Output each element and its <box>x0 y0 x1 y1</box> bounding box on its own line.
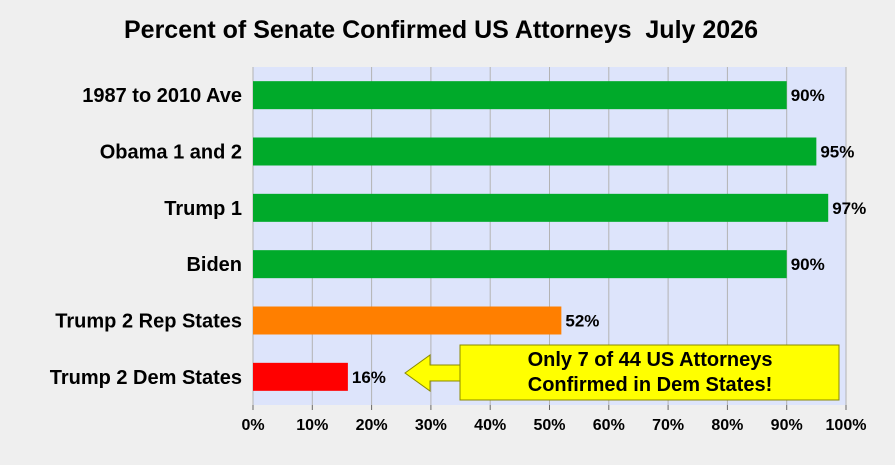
x-tick-label: 20% <box>356 417 388 434</box>
x-tick-label: 100% <box>826 417 867 434</box>
callout-box <box>459 344 840 401</box>
value-labels: 90% 95% 97% 90% 52% 16% <box>352 86 866 387</box>
bar <box>253 306 562 335</box>
x-tick-label: 40% <box>474 417 506 434</box>
x-tick-label: 60% <box>593 417 625 434</box>
x-tick-label: 10% <box>296 417 328 434</box>
category-label: 1987 to 2010 Ave <box>82 85 242 107</box>
category-label: Trump 2 Dem States <box>50 367 242 389</box>
callout-line-1: Only 7 of 44 US Attorneys <box>528 349 773 371</box>
value-label: 16% <box>352 368 386 387</box>
value-label: 52% <box>565 312 599 331</box>
x-axis-ticks: 0% 10% 20% 30% 40% 50% 60% 70% 80% 90% 100% <box>241 405 866 434</box>
bar <box>253 250 787 279</box>
bar <box>253 81 787 110</box>
bar <box>253 362 348 391</box>
x-tick-label: 70% <box>652 417 684 434</box>
value-label: 95% <box>820 143 854 162</box>
category-label: Biden <box>186 254 242 276</box>
x-tick-label: 0% <box>241 417 264 434</box>
x-tick-label: 30% <box>415 417 447 434</box>
value-label: 90% <box>791 255 825 274</box>
annotation-callout: Only 7 of 44 US Attorneys Confirmed in D… <box>404 344 840 401</box>
category-labels: 1987 to 2010 Ave Obama 1 and 2 Trump 1 Bide… <box>50 85 242 389</box>
bar <box>253 193 829 222</box>
x-tick-label: 90% <box>771 417 803 434</box>
category-label: Trump 2 Rep States <box>55 311 242 333</box>
callout-line-2: Confirmed in Dem States! <box>528 374 772 396</box>
chart-title: Percent of Senate Confirmed US Attorneys… <box>124 16 758 44</box>
bars <box>253 81 829 391</box>
bar <box>253 137 817 166</box>
category-label: Trump 1 <box>164 198 242 220</box>
x-tick-label: 50% <box>533 417 565 434</box>
value-label: 97% <box>832 199 866 218</box>
category-label: Obama 1 and 2 <box>100 142 242 164</box>
value-label: 90% <box>791 86 825 105</box>
x-tick-label: 80% <box>711 417 743 434</box>
